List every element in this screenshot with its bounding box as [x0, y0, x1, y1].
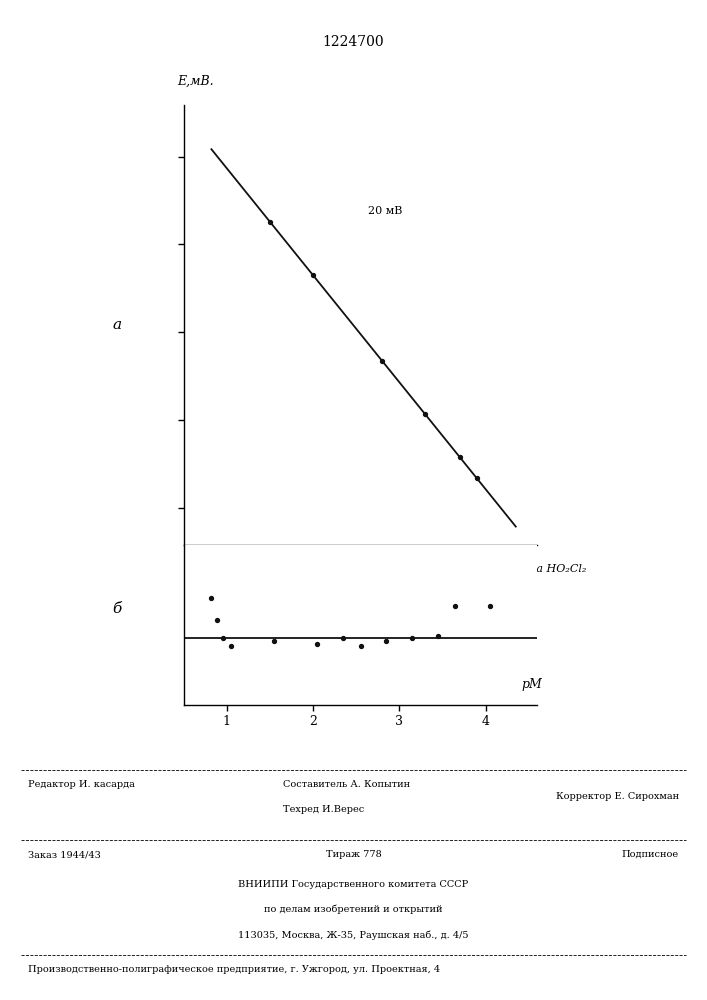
Point	[338, 630, 349, 646]
Point	[308, 267, 319, 283]
Text: 113035, Москва, Ж-35, Раушская наб., д. 4/5: 113035, Москва, Ж-35, Раушская наб., д. …	[238, 930, 469, 940]
Text: Производственно-полиграфическое предприятие, г. Ужгород, ул. Проектная, 4: Производственно-полиграфическое предприя…	[28, 965, 440, 974]
Point	[355, 638, 366, 654]
Point	[376, 353, 387, 369]
Point	[206, 590, 217, 606]
Point	[454, 449, 465, 465]
Point	[450, 598, 461, 614]
Text: ВНИИПИ Государственного комитета СССР: ВНИИПИ Государственного комитета СССР	[238, 880, 469, 889]
Point	[433, 628, 444, 644]
Text: б: б	[112, 602, 122, 616]
Point	[407, 630, 418, 646]
Point	[484, 598, 496, 614]
Point	[312, 636, 323, 652]
Point	[419, 406, 431, 422]
Point	[217, 630, 228, 646]
Text: Заказ 1944/43: Заказ 1944/43	[28, 850, 101, 859]
Text: рМ: рМ	[522, 678, 542, 691]
Point	[264, 214, 276, 230]
Text: по делам изобретений и открытий: по делам изобретений и открытий	[264, 905, 443, 914]
Text: 20 мВ: 20 мВ	[368, 206, 402, 216]
Text: Корректор Е. Сирохман: Корректор Е. Сирохман	[556, 792, 679, 801]
Point	[226, 638, 237, 654]
Text: -lga HO₂Cl₂: -lga HO₂Cl₂	[522, 564, 586, 574]
Text: a: a	[112, 318, 121, 332]
Text: Составитель А. Копытин: Составитель А. Копытин	[283, 780, 410, 789]
Text: Редактор И. касарда: Редактор И. касарда	[28, 780, 135, 789]
Point	[381, 633, 392, 649]
Text: 1224700: 1224700	[322, 35, 385, 49]
Point	[211, 612, 222, 628]
Point	[269, 633, 280, 649]
Point	[472, 470, 483, 486]
Text: E,мВ.: E,мВ.	[177, 74, 214, 87]
Text: Техред И.Верес: Техред И.Верес	[283, 805, 364, 814]
Text: Подписное: Подписное	[621, 850, 679, 859]
Text: Тираж 778: Тираж 778	[326, 850, 381, 859]
